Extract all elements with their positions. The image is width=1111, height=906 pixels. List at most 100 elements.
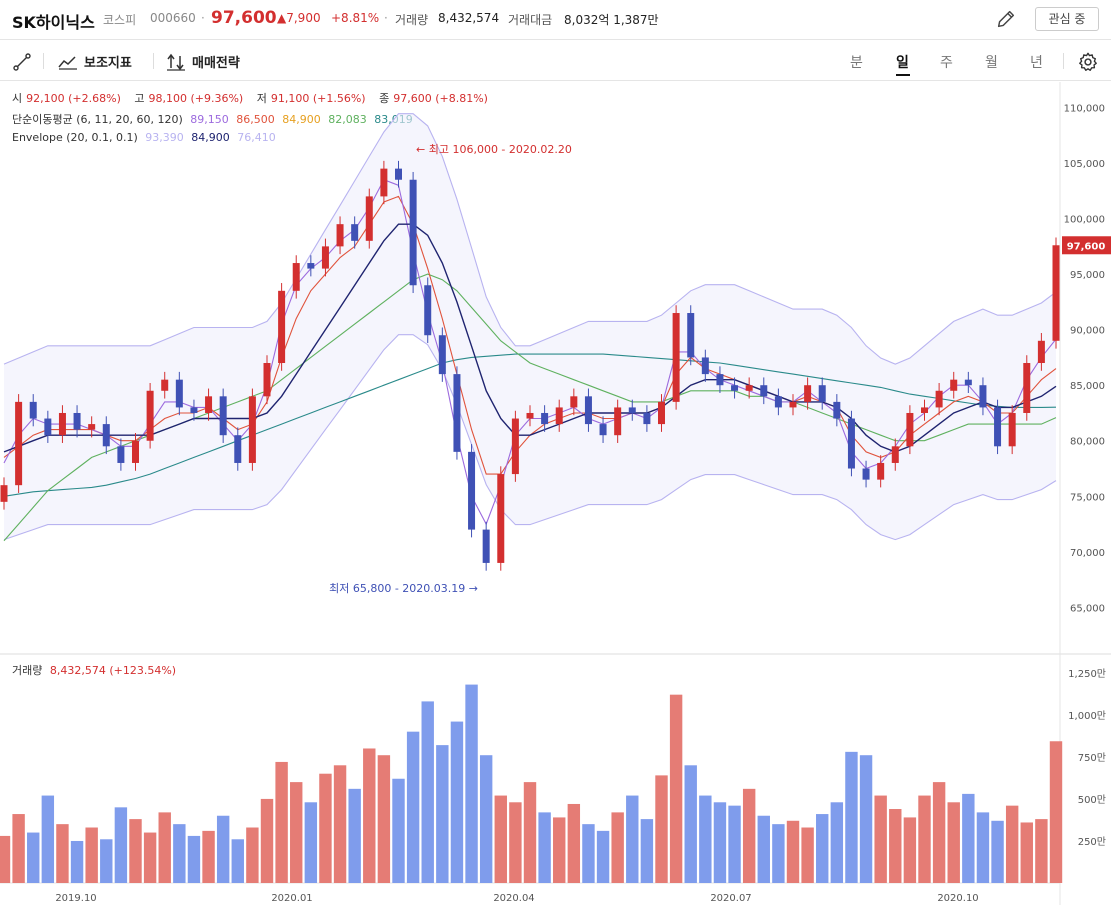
candle-body xyxy=(555,407,563,425)
candle-body xyxy=(58,412,66,436)
volume-bar xyxy=(816,814,829,883)
candle-body xyxy=(658,401,665,425)
draw-line-icon[interactable] xyxy=(12,52,32,72)
candle-body xyxy=(321,246,329,269)
volume-label: 거래량 xyxy=(395,13,429,27)
volume-bar xyxy=(27,832,40,883)
period-year[interactable]: 년 xyxy=(1030,55,1043,71)
amount-label: 거래대금 xyxy=(508,13,553,27)
volume-bar xyxy=(947,802,960,883)
volume-bar xyxy=(377,755,391,883)
candle-body xyxy=(921,407,928,413)
separator-dot: · xyxy=(384,11,388,25)
candle-body xyxy=(497,474,505,563)
price-tick-label: 65,000 xyxy=(1070,603,1105,614)
candle-body xyxy=(117,446,125,463)
volume-bar xyxy=(918,795,931,883)
price-tick-label: 95,000 xyxy=(1070,270,1105,281)
candle-body xyxy=(584,396,592,425)
period-month[interactable]: 월 xyxy=(985,55,998,71)
volume-bar xyxy=(479,755,493,883)
volume-value: 8,432,574 xyxy=(438,11,500,25)
strategy-button[interactable]: 매매전략 xyxy=(166,52,240,71)
candle-body xyxy=(833,401,841,419)
volume-bar xyxy=(991,820,1004,883)
volume-bar xyxy=(406,731,420,883)
high-value: 98,100 (+9.36%) xyxy=(148,92,244,105)
edit-pencil-icon[interactable] xyxy=(995,8,1017,30)
volume-bar xyxy=(509,802,522,883)
candle-body xyxy=(424,285,432,336)
candle-body xyxy=(701,357,709,375)
volume-bar xyxy=(85,827,98,883)
candle-body xyxy=(395,168,402,180)
volume-bar xyxy=(1005,805,1019,883)
favorite-button[interactable]: 관심 중 xyxy=(1035,7,1099,31)
volume-bar xyxy=(202,830,215,883)
x-tick-label: 2019.10 xyxy=(55,893,96,904)
candle-body xyxy=(44,418,52,436)
candle-body xyxy=(716,374,724,386)
volume-legend-label: 거래량 xyxy=(12,664,43,677)
volume-bar xyxy=(275,761,288,883)
volume-bar xyxy=(465,684,478,883)
volume-bar xyxy=(494,795,507,883)
price-tick-label: 105,000 xyxy=(1064,159,1105,170)
candle-body xyxy=(628,407,636,413)
candle-body xyxy=(263,363,271,397)
candle-body xyxy=(292,263,300,291)
volume-tick-label: 750만 xyxy=(1078,752,1106,764)
low-value: 91,100 (+1.56%) xyxy=(270,92,366,105)
volume-bar xyxy=(626,795,639,883)
close-label: 종 xyxy=(379,92,390,105)
period-day[interactable]: 일 xyxy=(896,55,909,71)
volume-bar xyxy=(290,782,303,883)
candle-body xyxy=(205,396,213,413)
volume-bar xyxy=(742,788,756,883)
toolbar-divider xyxy=(1063,53,1064,69)
volume-bar xyxy=(143,832,157,883)
volume-bar xyxy=(640,819,654,883)
price-tick-label: 70,000 xyxy=(1070,548,1105,559)
volume-bar xyxy=(553,817,566,883)
volume-bar xyxy=(830,802,844,883)
envelope-legend: Envelope (20, 0.1, 0.1) 93,390 84,900 76… xyxy=(12,131,280,144)
volume-legend: 거래량 8,432,574 (+123.54%) xyxy=(12,662,180,678)
period-week[interactable]: 주 xyxy=(940,55,953,71)
volume-bar xyxy=(669,694,683,883)
candle-body xyxy=(190,407,198,413)
envelope-lower-value: 76,410 xyxy=(237,131,276,144)
price-tick-label: 90,000 xyxy=(1070,326,1105,337)
indicator-button[interactable]: 보조지표 xyxy=(58,52,132,71)
candle-body xyxy=(541,412,549,425)
price-change-rate: +8.81% xyxy=(331,11,380,25)
volume-bar xyxy=(436,745,449,883)
candle-body xyxy=(29,401,37,419)
envelope-mid-line xyxy=(3,223,1057,453)
volume-bar xyxy=(932,782,946,883)
candle-body xyxy=(1023,363,1031,413)
candle-body xyxy=(964,379,972,386)
stock-name: SK하이닉스 xyxy=(12,13,95,32)
x-tick-label: 2020.01 xyxy=(271,893,312,904)
x-tick-label: 2020.10 xyxy=(937,893,978,904)
period-minute[interactable]: 분 xyxy=(850,55,863,71)
volume-tick-label: 1,000만 xyxy=(1068,710,1106,722)
active-period-underline xyxy=(896,74,910,76)
low-label: 저 xyxy=(256,92,267,105)
volume-bar xyxy=(801,827,814,883)
candle-body xyxy=(248,396,256,463)
candle-body xyxy=(994,407,1002,447)
candle-body xyxy=(687,313,695,358)
volume-bar xyxy=(56,824,69,883)
amount-value: 8,032억 1,387만 xyxy=(564,13,659,27)
volume-bar xyxy=(757,815,770,883)
price-chart[interactable]: 110,000 105,000 100,000 95,000 90,000 85,000 8… xyxy=(0,82,1111,906)
candle-body xyxy=(132,440,139,463)
volume-bar xyxy=(100,839,113,883)
volume-tick-label: 500만 xyxy=(1078,794,1106,806)
toolbar-divider xyxy=(153,53,154,69)
gear-icon[interactable] xyxy=(1077,51,1099,73)
volume-bar xyxy=(523,782,537,883)
volume-bar xyxy=(655,775,668,883)
